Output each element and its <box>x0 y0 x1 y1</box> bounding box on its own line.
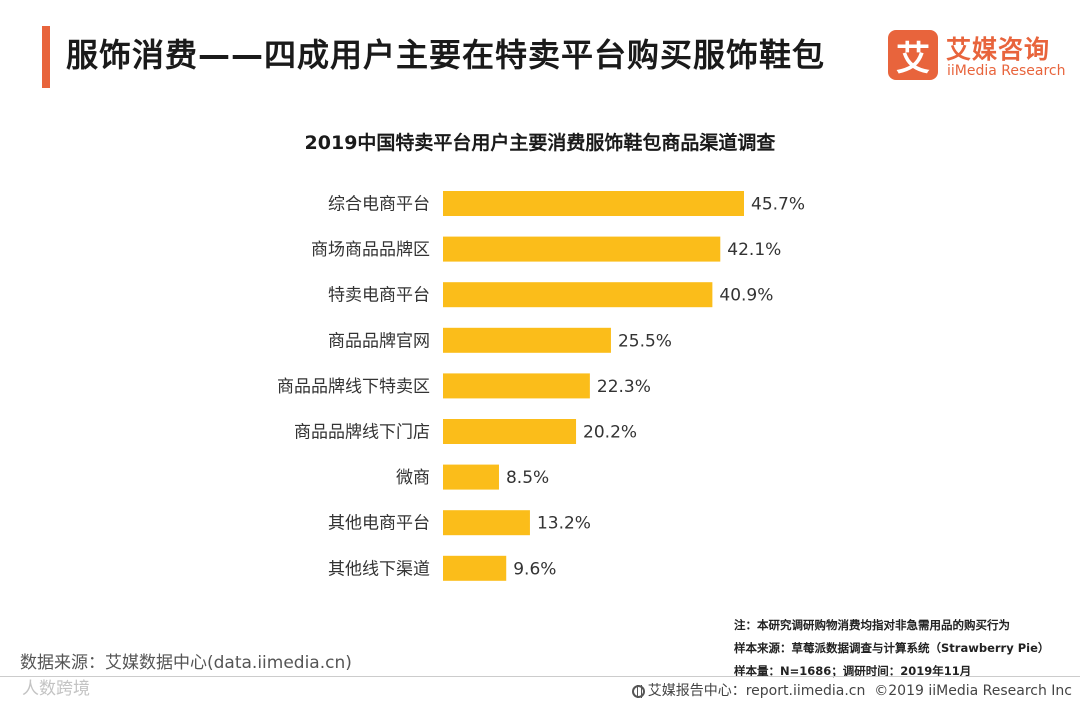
value-label: 20.2% <box>583 423 637 443</box>
value-label: 9.6% <box>513 559 556 579</box>
watermark: 人数跨境 <box>22 679 90 699</box>
logo-mark: 艾 <box>888 30 938 80</box>
logo-chinese-name: 艾媒咨询 <box>946 35 1051 64</box>
bar-3 <box>443 327 611 353</box>
sample-size: 样本量：N=1686；调研时间：2019年11月 <box>734 664 972 678</box>
category-label: 商品品牌官网 <box>328 331 430 351</box>
bar-0 <box>443 191 744 216</box>
value-label: 8.5% <box>506 468 549 488</box>
category-label: 商场商品品牌区 <box>311 240 430 260</box>
category-label: 综合电商平台 <box>328 195 430 215</box>
bar-4 <box>443 373 590 399</box>
value-label: 22.3% <box>597 377 651 397</box>
report-center-link[interactable]: 艾媒报告中心：report.iimedia.cn <box>647 683 866 699</box>
bar-6 <box>443 464 499 490</box>
bar-8 <box>443 555 507 581</box>
value-label: 45.7% <box>751 195 805 215</box>
title-accent-bar <box>42 26 50 88</box>
bar-2 <box>443 282 713 308</box>
category-label: 微商 <box>396 468 430 488</box>
sample-source: 样本来源：草莓派数据调查与计算系统（Strawberry Pie） <box>734 641 1050 655</box>
copyright: ©2019 iiMedia Research Inc <box>874 683 1072 699</box>
globe-icon <box>631 685 645 698</box>
chart-title: 2019中国特卖平台用户主要消费服饰鞋包商品渠道调查 <box>304 132 776 154</box>
note-text: 注：本研究调研购物消费均指对非急需用品的购买行为 <box>734 618 1010 632</box>
bar-1 <box>443 236 721 262</box>
category-label: 其他电商平台 <box>328 514 430 534</box>
iimedia-logo: 艾 艾媒咨询 iiMedia Research <box>888 30 1068 82</box>
value-label: 25.5% <box>618 331 672 351</box>
value-label: 13.2% <box>537 514 591 534</box>
category-label: 特卖电商平台 <box>328 286 430 306</box>
bar-7 <box>443 510 530 536</box>
page-title: 服饰消费——四成用户主要在特卖平台购买服饰鞋包 <box>66 36 826 74</box>
category-label: 其他线下渠道 <box>328 559 430 579</box>
footer: 艾媒报告中心：report.iimedia.cn ©2019 iiMedia R… <box>631 680 1072 700</box>
footer-divider <box>0 676 1080 677</box>
value-label: 42.1% <box>727 240 781 260</box>
value-label: 40.9% <box>719 286 773 306</box>
category-label: 商品品牌线下门店 <box>294 423 430 443</box>
data-source: 数据来源：艾媒数据中心(data.iimedia.cn) <box>20 653 352 673</box>
bar-5 <box>443 419 577 444</box>
notes-block: 注：本研究调研购物消费均指对非急需用品的购买行为 样本来源：草莓派数据调查与计算… <box>734 614 1049 683</box>
logo-english-name: iiMedia Research <box>947 63 1066 79</box>
category-label: 商品品牌线下特卖区 <box>277 377 430 397</box>
